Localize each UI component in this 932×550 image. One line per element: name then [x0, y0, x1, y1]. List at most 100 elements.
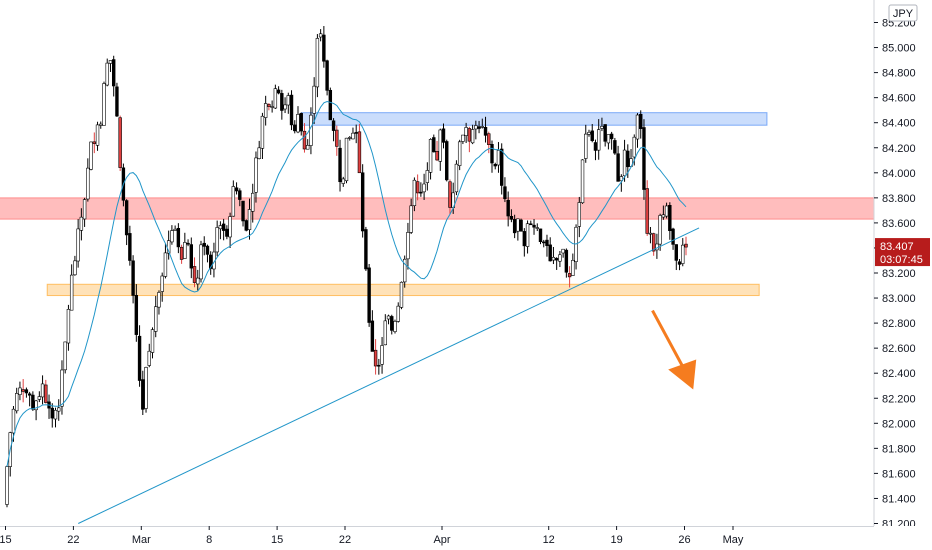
price-tick-label: 84.800	[882, 68, 916, 80]
candle	[335, 125, 339, 156]
candle	[561, 248, 565, 258]
candle	[409, 198, 413, 235]
candle	[635, 113, 640, 148]
candle	[128, 225, 132, 266]
price-tick-label: 84.600	[882, 93, 916, 105]
candle	[509, 209, 514, 223]
candle	[622, 139, 627, 182]
candle	[331, 118, 336, 142]
candle	[490, 140, 494, 173]
price-tick-label: 84.200	[882, 143, 916, 155]
candle	[289, 90, 294, 131]
candle	[286, 92, 290, 114]
candle	[386, 314, 391, 325]
candle	[538, 228, 543, 245]
price-tick-label: 83.600	[882, 218, 916, 230]
candle	[651, 232, 656, 256]
candle	[445, 139, 449, 182]
candle	[655, 233, 659, 259]
candle	[380, 337, 384, 374]
candle	[154, 295, 158, 338]
candle	[47, 394, 51, 419]
candle	[218, 221, 223, 240]
candle	[57, 399, 61, 421]
candle	[196, 269, 200, 291]
candle	[415, 174, 420, 201]
time-axis[interactable]: 15 22 Mar 8 15 22 Apr 12 19 26 May	[0, 526, 932, 550]
candle	[396, 302, 400, 323]
time-tick-label: 22	[339, 534, 351, 546]
candle	[603, 124, 607, 147]
candle	[238, 188, 242, 207]
candle	[299, 112, 303, 136]
candle	[525, 220, 530, 254]
candle	[44, 379, 48, 404]
zones-layer	[0, 112, 880, 297]
candle	[344, 137, 349, 184]
price-tick-label: 81.400	[882, 493, 916, 505]
candle	[367, 264, 371, 327]
candle	[438, 128, 442, 171]
candle	[318, 29, 323, 42]
candle	[322, 26, 326, 68]
candle	[263, 95, 268, 126]
candle	[454, 160, 459, 196]
price-tick-label: 84.400	[882, 118, 916, 130]
candle	[470, 124, 475, 145]
trendline	[78, 227, 700, 524]
candle	[522, 228, 527, 257]
current-price-value: 83.407	[880, 241, 914, 253]
candle	[600, 117, 604, 132]
candle	[92, 132, 97, 154]
candle	[571, 253, 575, 276]
candle	[613, 137, 617, 155]
candle	[225, 225, 229, 240]
candle	[27, 391, 32, 407]
candle	[234, 182, 239, 195]
candle	[296, 106, 300, 134]
candle	[302, 123, 307, 153]
candle	[173, 225, 177, 231]
price-tick-label: 85.000	[882, 43, 916, 55]
candle	[587, 129, 591, 137]
candle	[251, 183, 255, 223]
candle	[89, 141, 93, 171]
candle	[112, 55, 116, 97]
price-tick-label: 83.800	[882, 193, 916, 205]
time-tick-label: 22	[67, 534, 79, 546]
candle	[53, 407, 58, 428]
candle	[267, 103, 271, 111]
candle	[664, 202, 669, 219]
candle	[558, 251, 562, 268]
current-price-tag: 83.407 03:07:45	[875, 238, 930, 267]
candle	[60, 360, 64, 415]
candle	[474, 120, 478, 140]
candle	[412, 177, 417, 212]
candle	[260, 112, 265, 160]
candle	[464, 122, 468, 144]
candle	[15, 387, 19, 414]
drawings-layer	[78, 227, 700, 524]
candle	[63, 341, 67, 374]
candle	[419, 182, 423, 197]
candle	[205, 244, 210, 263]
price-tick-label: 81.800	[882, 443, 916, 455]
candle	[661, 205, 666, 220]
price-axis[interactable]: 85.20085.00084.80084.60084.40084.20084.0…	[873, 0, 932, 550]
candle	[616, 145, 620, 182]
candle	[163, 243, 168, 279]
candle	[645, 180, 649, 236]
candle	[499, 143, 504, 195]
candle	[305, 139, 310, 150]
candle	[648, 226, 653, 244]
candle	[137, 325, 142, 387]
candle	[480, 118, 484, 129]
candle	[461, 134, 465, 145]
candle	[503, 177, 507, 203]
candle	[293, 120, 297, 134]
candle	[402, 255, 407, 288]
currency-badge[interactable]: JPY	[888, 4, 918, 22]
candle	[270, 100, 274, 113]
candle	[535, 223, 539, 232]
